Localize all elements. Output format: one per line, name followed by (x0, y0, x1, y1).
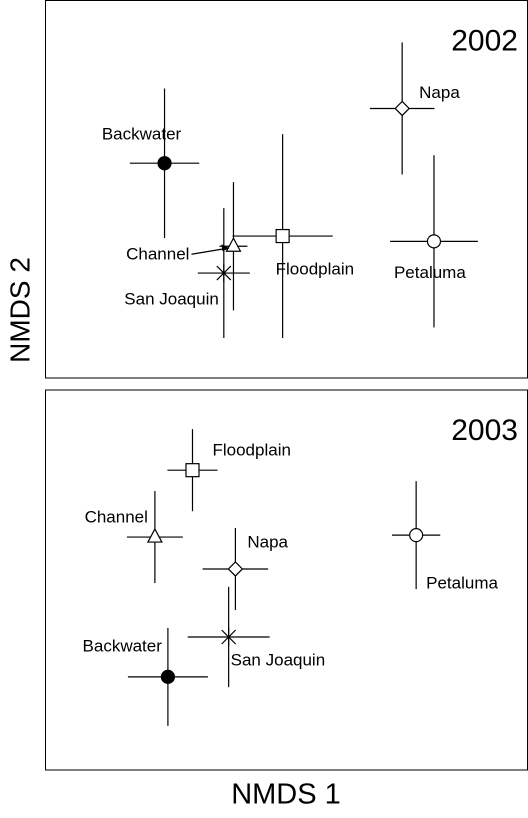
marker (160, 669, 176, 685)
marker (216, 264, 232, 283)
marker (185, 463, 200, 478)
point-label: Floodplain (276, 260, 354, 279)
marker (227, 561, 244, 577)
marker (409, 528, 424, 543)
panel-title: 2002 (451, 24, 518, 57)
point-label: Backwater (102, 125, 182, 144)
point-label: Floodplain (212, 441, 290, 460)
point-label: San Joaquin (124, 290, 219, 309)
point-label: San Joaquin (231, 650, 326, 669)
point-label: Backwater (83, 636, 163, 655)
marker (426, 234, 442, 249)
panel-title: 2003 (451, 414, 518, 447)
point-label: Napa (419, 83, 460, 102)
marker (221, 628, 237, 646)
point-label: Napa (247, 532, 288, 551)
x-axis-label: NMDS 1 (231, 779, 341, 811)
marker (275, 228, 290, 244)
marker (394, 100, 411, 117)
point-label: Petaluma (426, 574, 498, 593)
marker (225, 236, 242, 252)
marker (146, 527, 163, 543)
y-axis-label: NMDS 2 (4, 257, 35, 363)
point-label: Channel (126, 245, 189, 264)
point-label: Channel (85, 508, 148, 527)
point-label: Petaluma (394, 263, 466, 282)
annotation-arrow (191, 247, 228, 255)
marker (157, 156, 172, 171)
